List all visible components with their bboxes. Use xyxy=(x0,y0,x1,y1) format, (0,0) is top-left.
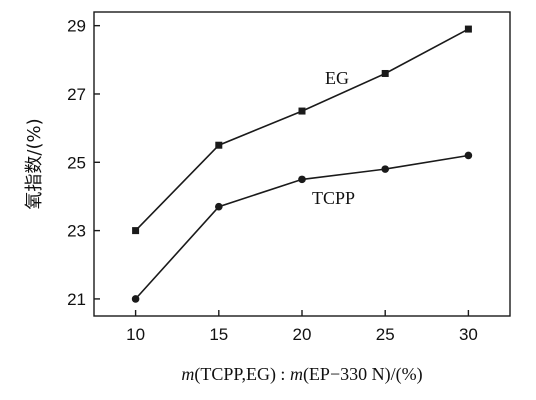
y-tick-label: 23 xyxy=(67,222,86,241)
x-tick-label: 25 xyxy=(376,325,395,344)
x-tick-label: 10 xyxy=(126,325,145,344)
x-axis-label-part1: (TCPP,EG) : xyxy=(194,364,290,385)
y-axis-label: 氧指数/(%) xyxy=(24,118,45,209)
series-label-eg: EG xyxy=(325,68,349,88)
data-point-tcpp xyxy=(381,165,390,173)
y-axis-ticks: 21 23 25 27 29 xyxy=(67,17,100,309)
series-line-eg xyxy=(135,28,469,232)
data-point-tcpp xyxy=(298,175,306,184)
x-tick-label: 30 xyxy=(459,325,478,344)
data-point-eg xyxy=(215,141,223,149)
x-tick-label: 20 xyxy=(293,325,312,344)
x-axis-label: m(TCPP,EG) : m(EP−330 N)/(%) xyxy=(181,364,422,385)
data-point-tcpp xyxy=(464,151,473,160)
x-axis-label-m1: m xyxy=(181,364,194,384)
x-axis-ticks: 10 15 20 25 30 xyxy=(126,310,478,344)
y-tick-label: 29 xyxy=(67,17,86,36)
y-tick-label: 21 xyxy=(67,290,86,309)
x-tick-label: 15 xyxy=(209,325,228,344)
data-point-tcpp xyxy=(215,202,223,211)
series-layer xyxy=(131,25,473,303)
data-point-tcpp xyxy=(131,295,140,303)
data-point-eg xyxy=(464,25,472,33)
y-tick-label: 27 xyxy=(67,85,86,104)
data-point-eg xyxy=(298,107,306,115)
x-axis-label-part2: (EP−330 N)/(%) xyxy=(303,364,423,385)
data-point-eg xyxy=(132,227,140,235)
y-tick-label: 25 xyxy=(67,153,86,172)
plot-area-frame xyxy=(93,11,511,317)
x-axis-label-m2: m xyxy=(290,364,303,384)
series-label-tcpp: TCPP xyxy=(312,188,355,208)
data-point-eg xyxy=(381,69,389,77)
